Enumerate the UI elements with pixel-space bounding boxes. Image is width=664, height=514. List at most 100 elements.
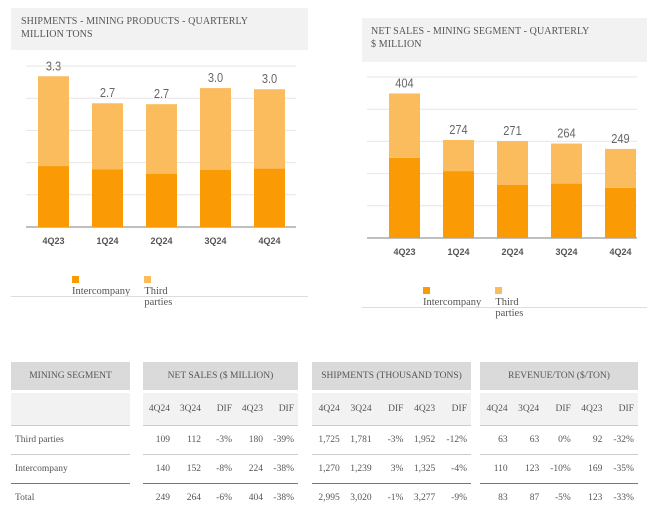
table-cell: -5%: [554, 493, 571, 503]
table-cell: 180: [248, 435, 263, 445]
category-label: 4Q23: [42, 236, 64, 246]
shipments-chart-title: SHIPMENTS - MINING PRODUCTS - QUARTERLY …: [11, 8, 308, 50]
table-cell: 249: [155, 493, 170, 503]
bar-intercompany: [200, 170, 231, 227]
table-cell: 140: [155, 464, 170, 474]
table-group: REVENUE/TON ($/TON) 4Q24 3Q24 DIF 4Q23 DIF 63 6…: [480, 362, 638, 512]
table-row: 2,995 3,020 -1% 3,277 -9%: [312, 483, 471, 512]
legend-third-parties: Third parties: [495, 286, 523, 319]
table-row: 1,270 1,239 3% 1,325 -4%: [312, 455, 471, 484]
table-group: SHIPMENTS (THOUSAND TONS) 4Q24 3Q24 DIF 4Q23…: [312, 362, 471, 512]
table-cell: 1,270: [318, 464, 340, 474]
bar-intercompany: [443, 171, 474, 238]
table-cell: 404: [248, 493, 263, 503]
bar-third-parties: [146, 104, 177, 174]
row-label: Third parties: [15, 435, 64, 445]
column-header: 3Q24: [350, 404, 372, 414]
bar-third-parties: [38, 76, 69, 167]
column-header: 4Q24: [486, 404, 508, 414]
bar-third-parties: [443, 139, 474, 172]
legend-swatch: [144, 276, 152, 283]
table-cell: 2,995: [318, 493, 340, 503]
column-header: 3Q24: [179, 404, 201, 414]
shipments-chart: 3.3 4Q23 2.7 1Q24 2.7 2Q24 3.0 3Q24 3.0 4Q24: [26, 58, 296, 246]
table-cell: 1,952: [413, 435, 436, 445]
total-label: 2.7: [154, 86, 170, 101]
table-cell: 92: [592, 435, 603, 445]
bar-intercompany: [551, 183, 582, 238]
bar-third-parties: [497, 141, 528, 185]
table-cell: 3,277: [413, 493, 436, 503]
legend-third-parties: Third parties: [144, 275, 172, 308]
table-cell: 0%: [558, 435, 571, 445]
category-label: 4Q24: [258, 236, 280, 246]
legend-swatch: [495, 287, 503, 294]
table-cell: -3%: [216, 435, 232, 445]
table-cell: 83: [498, 493, 508, 503]
chart-title: NET SALES - MINING SEGMENT - QUARTERLY: [371, 26, 590, 37]
table-cell: 1,781: [350, 435, 372, 445]
table-row-labels: MINING SEGMENT Third parties Intercompan…: [11, 362, 130, 512]
table-row: 63 63 0% 92 -32%: [480, 426, 638, 455]
table-cell: -38%: [273, 464, 294, 474]
table-cell: -38%: [273, 493, 294, 503]
category-label: 4Q24: [609, 247, 631, 257]
table-cell: 3%: [390, 464, 404, 474]
column-header: 4Q23: [581, 404, 603, 414]
table-cell: -32%: [613, 435, 634, 445]
bar-third-parties: [200, 88, 231, 171]
legend-label: Intercompany: [423, 297, 482, 308]
bar-third-parties: [551, 143, 582, 184]
category-label: 2Q24: [501, 247, 523, 257]
table-row: 140 152 -8% 224 -38%: [143, 455, 298, 484]
legend-swatch: [72, 276, 79, 283]
bar-third-parties: [605, 148, 636, 188]
table-cell: 224: [248, 464, 263, 474]
table-header-mining-segment: MINING SEGMENT: [11, 362, 130, 390]
category-label: 2Q24: [150, 236, 172, 246]
table-cell: -10%: [550, 464, 571, 474]
total-label: 3.0: [208, 70, 224, 85]
category-label: 4Q23: [393, 247, 415, 257]
column-header: DIF: [618, 404, 634, 414]
category-label: 1Q24: [447, 247, 469, 257]
column-header: DIF: [278, 404, 294, 414]
table-cell: 169: [588, 464, 603, 474]
table-cell: -1%: [387, 493, 404, 503]
table-cell: 264: [186, 493, 201, 503]
table-subheader: 4Q24 3Q24 DIF 4Q23 DIF: [143, 393, 298, 426]
table-cell: -33%: [613, 493, 634, 503]
table-cell: 110: [493, 464, 508, 474]
bar-intercompany: [605, 187, 636, 238]
table-subheader: 4Q24 3Q24 DIF 4Q23 DIF: [312, 393, 471, 426]
column-header: 4Q23: [414, 404, 436, 414]
column-header: 4Q23: [241, 404, 263, 414]
table-cell: 152: [186, 464, 201, 474]
bar-intercompany: [389, 157, 420, 238]
net-sales-chart: 404 4Q23 274 1Q24 271 2Q24 264 3Q24 249 4Q24: [367, 76, 637, 257]
table-cell: 123: [588, 493, 603, 503]
table-subheader-empty: [11, 393, 130, 426]
table-row: 249 264 -6% 404 -38%: [143, 483, 298, 512]
table-cell: -6%: [216, 493, 232, 503]
category-label: 3Q24: [555, 247, 577, 257]
table-group-header: REVENUE/TON ($/TON): [480, 362, 638, 390]
category-label: 3Q24: [204, 236, 226, 246]
legend-label: Intercompany: [72, 286, 131, 297]
divider: [362, 307, 647, 308]
table-group: NET SALES ($ MILLION) 4Q24 3Q24 DIF 4Q23 DIF 1…: [143, 362, 298, 512]
bar-intercompany: [497, 184, 528, 238]
table-cell: -8%: [216, 464, 232, 474]
table-cell: 1,239: [350, 464, 372, 474]
chart-subtitle: $ MILLION: [371, 39, 422, 50]
table-cell: -39%: [273, 435, 294, 445]
table-row: 83 87 -5% 123 -33%: [480, 483, 638, 512]
table-cell: 123: [524, 464, 540, 474]
table-cell: 1,725: [318, 435, 340, 445]
legend-label: Third parties: [144, 286, 173, 308]
chart-title: SHIPMENTS - MINING PRODUCTS - QUARTERLY: [21, 16, 249, 27]
bar-intercompany: [254, 168, 285, 227]
column-header: 4Q24: [148, 404, 170, 414]
legend-intercompany: Intercompany: [72, 275, 130, 308]
total-label: 274: [449, 122, 468, 137]
